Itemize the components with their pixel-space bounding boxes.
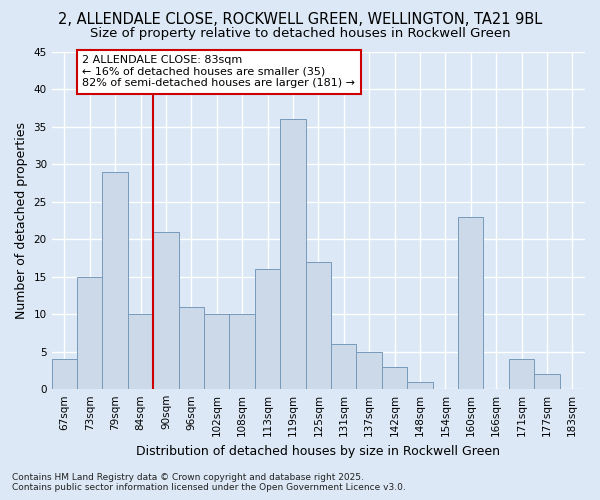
Bar <box>229 314 255 389</box>
Bar <box>77 276 103 389</box>
Bar <box>534 374 560 389</box>
Bar <box>128 314 153 389</box>
Bar <box>356 352 382 389</box>
Bar <box>255 269 280 389</box>
Bar <box>331 344 356 389</box>
Text: 2 ALLENDALE CLOSE: 83sqm
← 16% of detached houses are smaller (35)
82% of semi-d: 2 ALLENDALE CLOSE: 83sqm ← 16% of detach… <box>82 56 355 88</box>
Bar <box>509 359 534 389</box>
Bar <box>103 172 128 389</box>
Y-axis label: Number of detached properties: Number of detached properties <box>15 122 28 319</box>
Bar <box>305 262 331 389</box>
Text: 2, ALLENDALE CLOSE, ROCKWELL GREEN, WELLINGTON, TA21 9BL: 2, ALLENDALE CLOSE, ROCKWELL GREEN, WELL… <box>58 12 542 28</box>
Bar <box>52 359 77 389</box>
Bar <box>280 119 305 389</box>
Bar <box>382 366 407 389</box>
Text: Size of property relative to detached houses in Rockwell Green: Size of property relative to detached ho… <box>89 28 511 40</box>
Text: Contains HM Land Registry data © Crown copyright and database right 2025.
Contai: Contains HM Land Registry data © Crown c… <box>12 473 406 492</box>
Bar <box>153 232 179 389</box>
Bar <box>204 314 229 389</box>
Bar <box>458 216 484 389</box>
Bar <box>179 306 204 389</box>
Bar <box>407 382 433 389</box>
X-axis label: Distribution of detached houses by size in Rockwell Green: Distribution of detached houses by size … <box>136 444 500 458</box>
